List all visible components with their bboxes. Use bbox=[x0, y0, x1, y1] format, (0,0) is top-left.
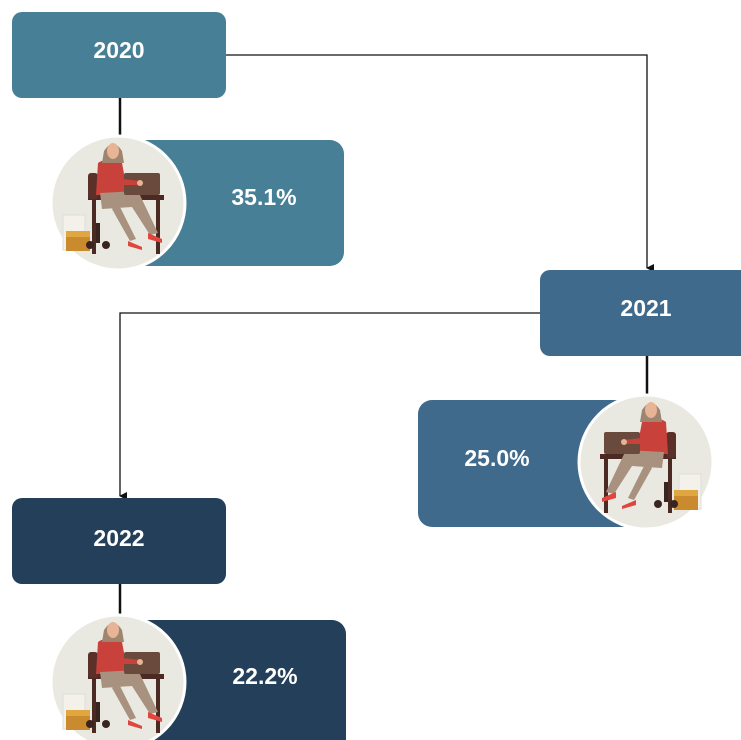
value-label: 25.0% bbox=[464, 445, 529, 471]
bottom-group bbox=[49, 613, 346, 740]
year-box bbox=[540, 270, 741, 356]
year-box bbox=[12, 498, 226, 584]
year-label: 2022 bbox=[93, 525, 144, 551]
connectors bbox=[119, 54, 654, 500]
year-label: 2021 bbox=[620, 295, 671, 321]
value-label: 22.2% bbox=[232, 663, 297, 689]
value-box bbox=[128, 620, 346, 740]
arrow-2021-2022 bbox=[119, 312, 540, 500]
value-box bbox=[418, 400, 640, 527]
worker-illustration bbox=[49, 613, 187, 740]
year-box bbox=[12, 12, 226, 98]
arrow-2020-2021 bbox=[226, 54, 654, 272]
worker-illustration bbox=[49, 134, 187, 272]
worker-illustration bbox=[577, 393, 715, 531]
value-label: 35.1% bbox=[231, 184, 296, 210]
value-box bbox=[128, 140, 344, 266]
year-label: 2020 bbox=[93, 37, 144, 63]
